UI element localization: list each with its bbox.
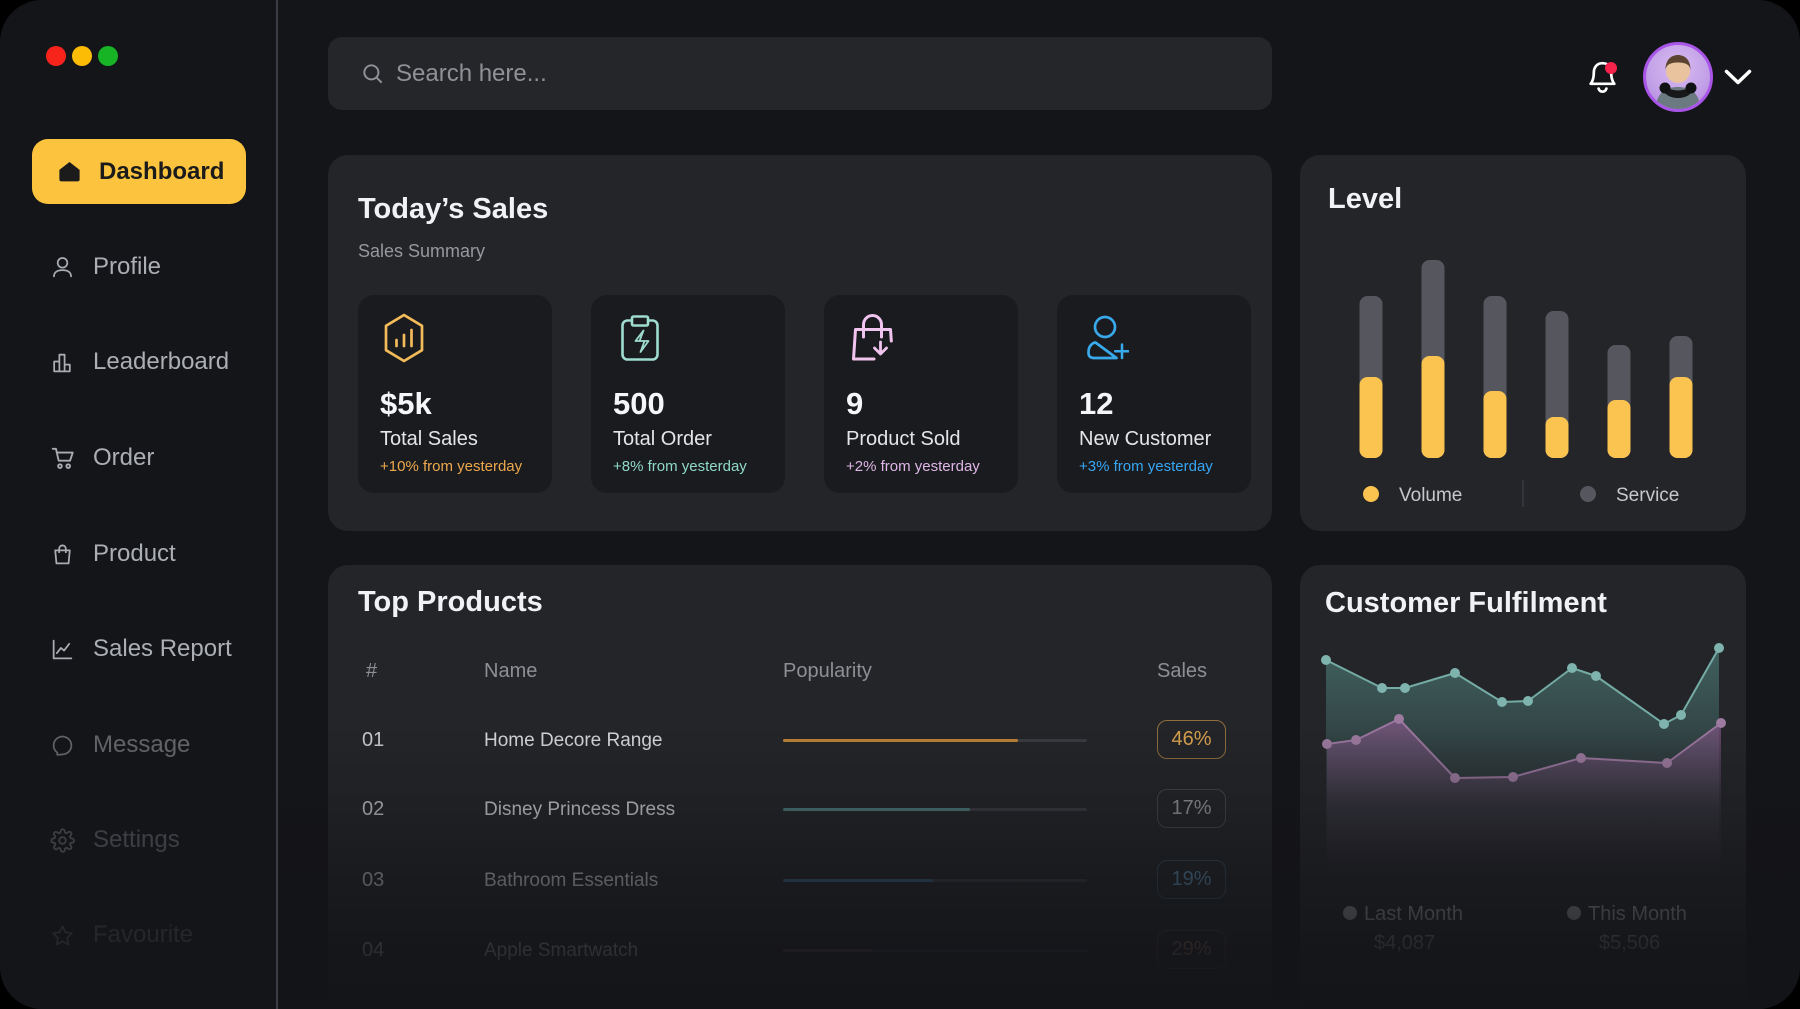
svg-text:Last Month: Last Month [1364,903,1463,925]
svg-text:Volume: Volume [1399,485,1462,506]
svg-text:$5,506: $5,506 [1599,932,1660,954]
svg-text:$4,087: $4,087 [1374,932,1435,954]
svg-text:Service: Service [1616,485,1679,506]
svg-text:This Month: This Month [1588,903,1687,925]
